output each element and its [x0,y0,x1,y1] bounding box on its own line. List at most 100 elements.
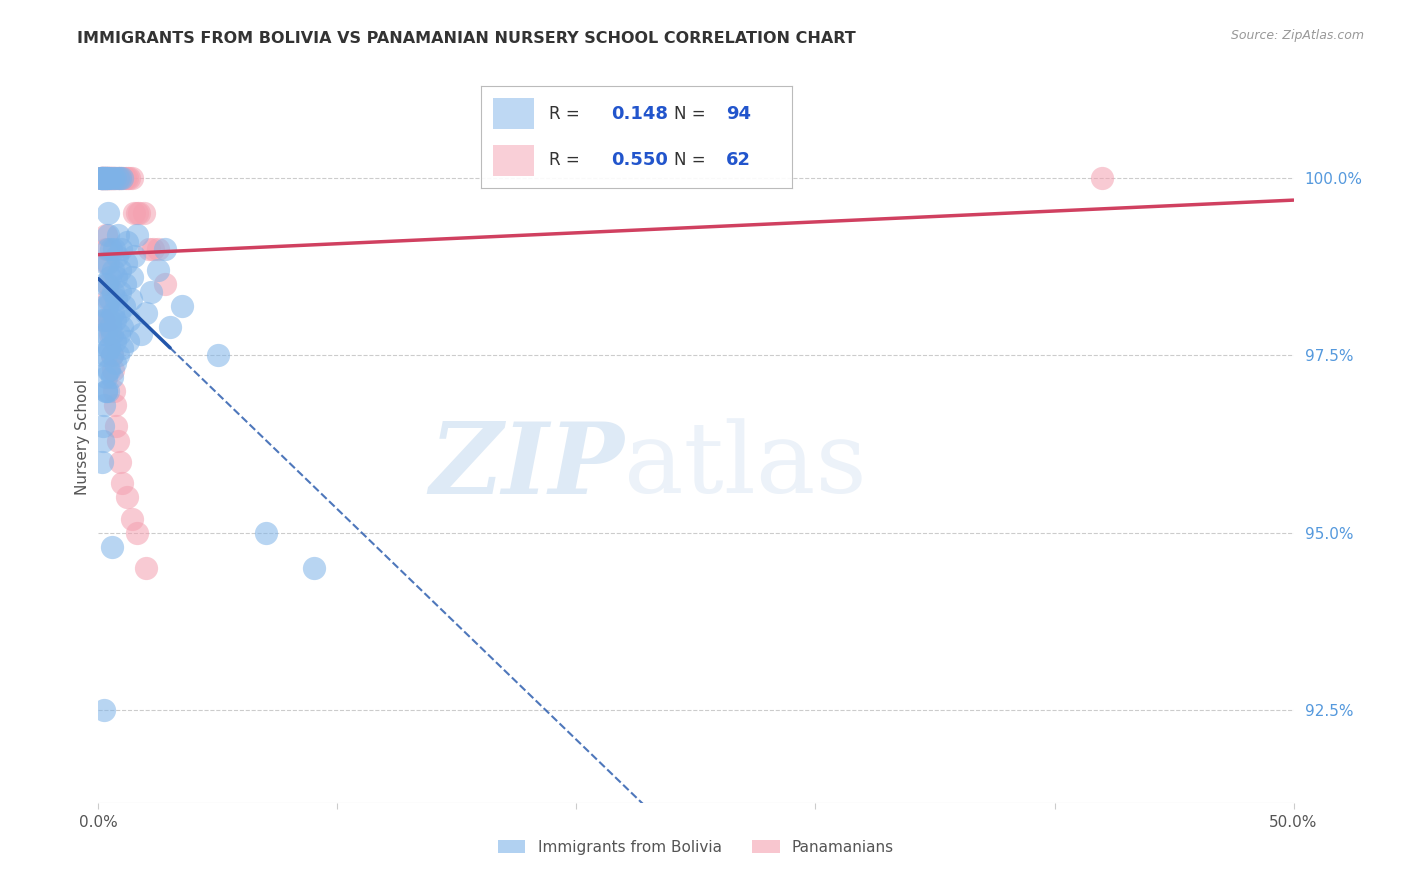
Text: atlas: atlas [624,418,868,514]
Immigrants from Bolivia [125,227,148,242]
Immigrants from Bolivia [101,170,124,185]
Immigrants from Bolivia [105,249,128,263]
Immigrants from Bolivia [94,384,117,398]
Panamanians [98,313,121,327]
Immigrants from Bolivia [107,348,129,362]
Panamanians [108,170,131,185]
Immigrants from Bolivia [111,341,134,355]
Immigrants from Bolivia [93,170,115,185]
Panamanians [1091,170,1114,185]
Immigrants from Bolivia [91,455,114,469]
Panamanians [90,170,112,185]
Immigrants from Bolivia [115,235,138,249]
Text: ZIP: ZIP [429,418,624,515]
Panamanians [90,170,112,185]
Panamanians [128,206,150,220]
Immigrants from Bolivia [118,313,141,327]
Immigrants from Bolivia [96,277,118,292]
Immigrants from Bolivia [104,313,127,327]
Immigrants from Bolivia [97,227,120,242]
Panamanians [104,398,127,412]
Immigrants from Bolivia [90,170,112,185]
Immigrants from Bolivia [93,398,115,412]
Immigrants from Bolivia [108,306,131,320]
Immigrants from Bolivia [97,362,120,376]
Immigrants from Bolivia [108,285,131,299]
Immigrants from Bolivia [94,170,117,185]
Immigrants from Bolivia [117,334,139,349]
Panamanians [103,384,125,398]
Panamanians [96,170,118,185]
Panamanians [155,277,177,292]
Immigrants from Bolivia [120,292,142,306]
Panamanians [97,170,120,185]
Immigrants from Bolivia [98,313,121,327]
Immigrants from Bolivia [94,384,117,398]
Immigrants from Bolivia [110,263,132,277]
Panamanians [96,170,118,185]
Immigrants from Bolivia [98,292,122,306]
Panamanians [91,170,114,185]
Immigrants from Bolivia [124,249,146,263]
Immigrants from Bolivia [101,285,124,299]
Panamanians [121,170,143,185]
Immigrants from Bolivia [94,327,117,342]
Immigrants from Bolivia [91,434,114,448]
Legend: Immigrants from Bolivia, Panamanians: Immigrants from Bolivia, Panamanians [492,834,900,861]
Immigrants from Bolivia [91,170,114,185]
Panamanians [111,476,134,491]
Immigrants from Bolivia [121,270,143,285]
Immigrants from Bolivia [110,242,132,256]
Immigrants from Bolivia [98,362,121,376]
Panamanians [111,170,134,185]
Panamanians [107,170,129,185]
Panamanians [132,206,155,220]
Immigrants from Bolivia [98,270,122,285]
Immigrants from Bolivia [96,170,118,185]
Immigrants from Bolivia [90,170,112,185]
Text: IMMIGRANTS FROM BOLIVIA VS PANAMANIAN NURSERY SCHOOL CORRELATION CHART: IMMIGRANTS FROM BOLIVIA VS PANAMANIAN NU… [77,31,856,46]
Panamanians [101,170,124,185]
Text: Source: ZipAtlas.com: Source: ZipAtlas.com [1230,29,1364,42]
Immigrants from Bolivia [101,306,124,320]
Panamanians [108,455,131,469]
Panamanians [105,419,128,434]
Panamanians [93,313,115,327]
Panamanians [101,170,124,185]
Immigrants from Bolivia [98,341,121,355]
Immigrants from Bolivia [105,270,128,285]
Immigrants from Bolivia [107,327,129,342]
Panamanians [105,170,128,185]
Panamanians [94,227,117,242]
Panamanians [142,242,165,256]
Immigrants from Bolivia [91,348,114,362]
Panamanians [90,170,112,185]
Immigrants from Bolivia [131,327,153,342]
Immigrants from Bolivia [93,277,115,292]
Immigrants from Bolivia [97,384,120,398]
Immigrants from Bolivia [172,299,194,313]
Panamanians [98,170,121,185]
Immigrants from Bolivia [103,263,125,277]
Immigrants from Bolivia [139,285,162,299]
Panamanians [100,170,122,185]
Immigrants from Bolivia [96,256,118,270]
Panamanians [107,434,129,448]
Immigrants from Bolivia [98,341,121,355]
Immigrants from Bolivia [254,525,277,540]
Panamanians [94,170,117,185]
Panamanians [107,170,129,185]
Immigrants from Bolivia [91,327,114,342]
Immigrants from Bolivia [91,313,114,327]
Panamanians [148,242,170,256]
Panamanians [94,242,117,256]
Panamanians [96,277,118,292]
Immigrants from Bolivia [96,313,118,327]
Immigrants from Bolivia [148,263,170,277]
Immigrants from Bolivia [98,320,122,334]
Panamanians [93,170,115,185]
Panamanians [124,206,146,220]
Panamanians [91,170,114,185]
Immigrants from Bolivia [107,227,129,242]
Immigrants from Bolivia [114,277,136,292]
